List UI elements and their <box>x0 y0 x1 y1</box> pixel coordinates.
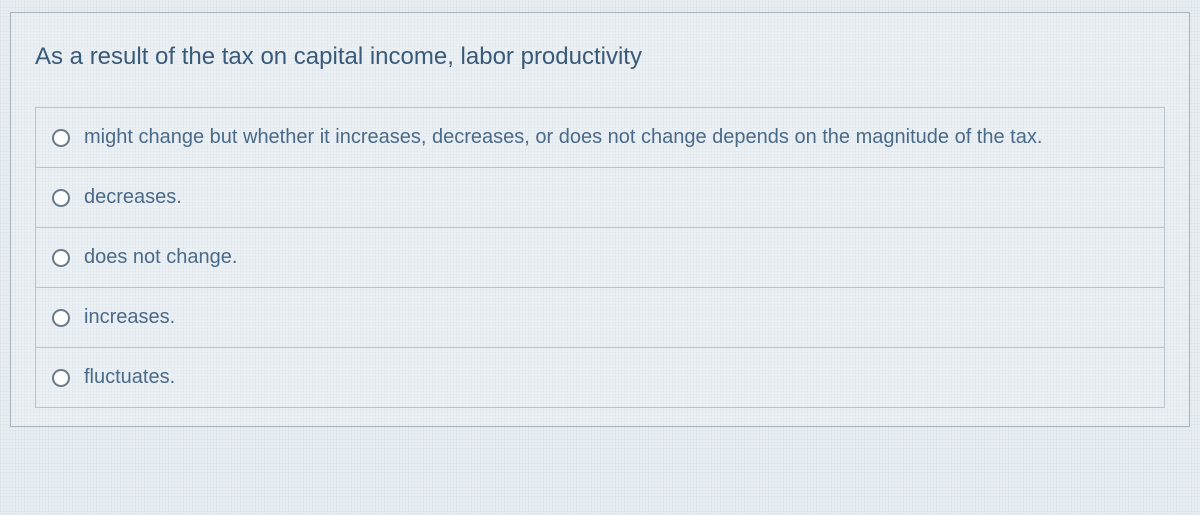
question-container: As a result of the tax on capital income… <box>10 12 1190 427</box>
radio-icon[interactable] <box>52 189 70 207</box>
question-prompt: As a result of the tax on capital income… <box>35 43 1165 71</box>
option-label: decreases. <box>84 186 182 209</box>
radio-icon[interactable] <box>52 369 70 387</box>
radio-icon[interactable] <box>52 249 70 267</box>
option-label: fluctuates. <box>84 366 175 389</box>
option-label: increases. <box>84 306 175 329</box>
option-row[interactable]: decreases. <box>36 168 1164 228</box>
option-label: does not change. <box>84 246 237 269</box>
option-row[interactable]: might change but whether it increases, d… <box>36 108 1164 168</box>
option-row[interactable]: fluctuates. <box>36 348 1164 407</box>
option-row[interactable]: increases. <box>36 288 1164 348</box>
option-row[interactable]: does not change. <box>36 228 1164 288</box>
radio-icon[interactable] <box>52 129 70 147</box>
radio-icon[interactable] <box>52 309 70 327</box>
options-list: might change but whether it increases, d… <box>35 107 1165 408</box>
option-label: might change but whether it increases, d… <box>84 126 1042 149</box>
